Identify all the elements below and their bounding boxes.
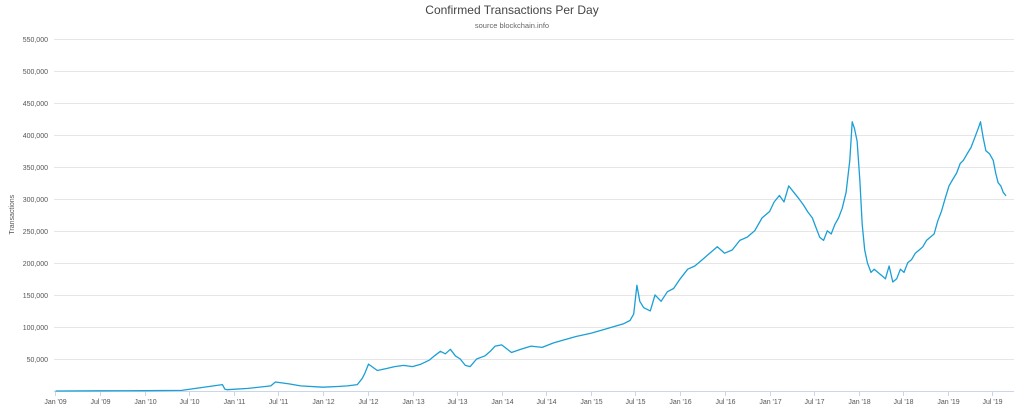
x-tick-label: Jul '13 bbox=[447, 399, 467, 406]
x-tick-label: Jul '09 bbox=[90, 399, 110, 406]
x-tick-label: Jul '15 bbox=[625, 399, 645, 406]
x-tick-label: Jan '14 bbox=[491, 399, 513, 406]
x-tick-label: Jul '11 bbox=[269, 399, 289, 406]
x-axis-ticks: Jan '09 Jul '09 Jan '10 Jul '10 Jan '11 Jul '… bbox=[44, 391, 1003, 406]
y-tick-label: 200,000 bbox=[23, 261, 48, 268]
chart-subtitle: source blockchain.info bbox=[474, 21, 550, 30]
x-tick-label: Jan '15 bbox=[580, 399, 602, 406]
x-tick-label: Jan '11 bbox=[224, 399, 246, 406]
series-line bbox=[55, 121, 1007, 392]
y-tick-label: 300,000 bbox=[23, 197, 48, 204]
y-tick-label: 50,000 bbox=[27, 357, 49, 364]
y-tick-label: 250,000 bbox=[23, 229, 48, 236]
x-tick-label: Jul '14 bbox=[536, 399, 556, 406]
y-tick-label: 550,000 bbox=[23, 37, 48, 44]
gridlines bbox=[54, 39, 1014, 360]
x-tick-label: Jan '18 bbox=[848, 399, 870, 406]
x-tick-label: Jan '19 bbox=[937, 399, 959, 406]
chart-title: Confirmed Transactions Per Day bbox=[425, 3, 599, 17]
x-tick-label: Jan '17 bbox=[759, 399, 781, 406]
y-tick-label: 350,000 bbox=[23, 165, 48, 172]
x-tick-label: Jan '09 bbox=[44, 399, 66, 406]
x-tick-label: Jan '13 bbox=[402, 399, 424, 406]
y-axis-title: Transactions bbox=[9, 194, 16, 234]
y-tick-label: 500,000 bbox=[23, 69, 48, 76]
y-tick-label: 450,000 bbox=[23, 101, 48, 108]
x-tick-label: Jul '18 bbox=[893, 399, 913, 406]
x-tick-label: Jan '10 bbox=[134, 399, 156, 406]
x-tick-label: Jul '12 bbox=[358, 399, 378, 406]
y-tick-label: 400,000 bbox=[23, 133, 48, 140]
x-tick-label: Jan '12 bbox=[312, 399, 334, 406]
x-tick-label: Jan '16 bbox=[669, 399, 691, 406]
y-tick-label: 100,000 bbox=[23, 325, 48, 332]
x-tick-label: Jul '17 bbox=[804, 399, 824, 406]
series-layer bbox=[55, 121, 1007, 392]
y-tick-label: 150,000 bbox=[23, 293, 48, 300]
x-tick-label: Jul '19 bbox=[982, 399, 1002, 406]
y-axis-ticks: 50,000 100,000 150,000 200,000 250,000 300,00… bbox=[23, 37, 48, 364]
x-tick-label: Jul '10 bbox=[179, 399, 199, 406]
x-tick-label: Jul '16 bbox=[715, 399, 735, 406]
